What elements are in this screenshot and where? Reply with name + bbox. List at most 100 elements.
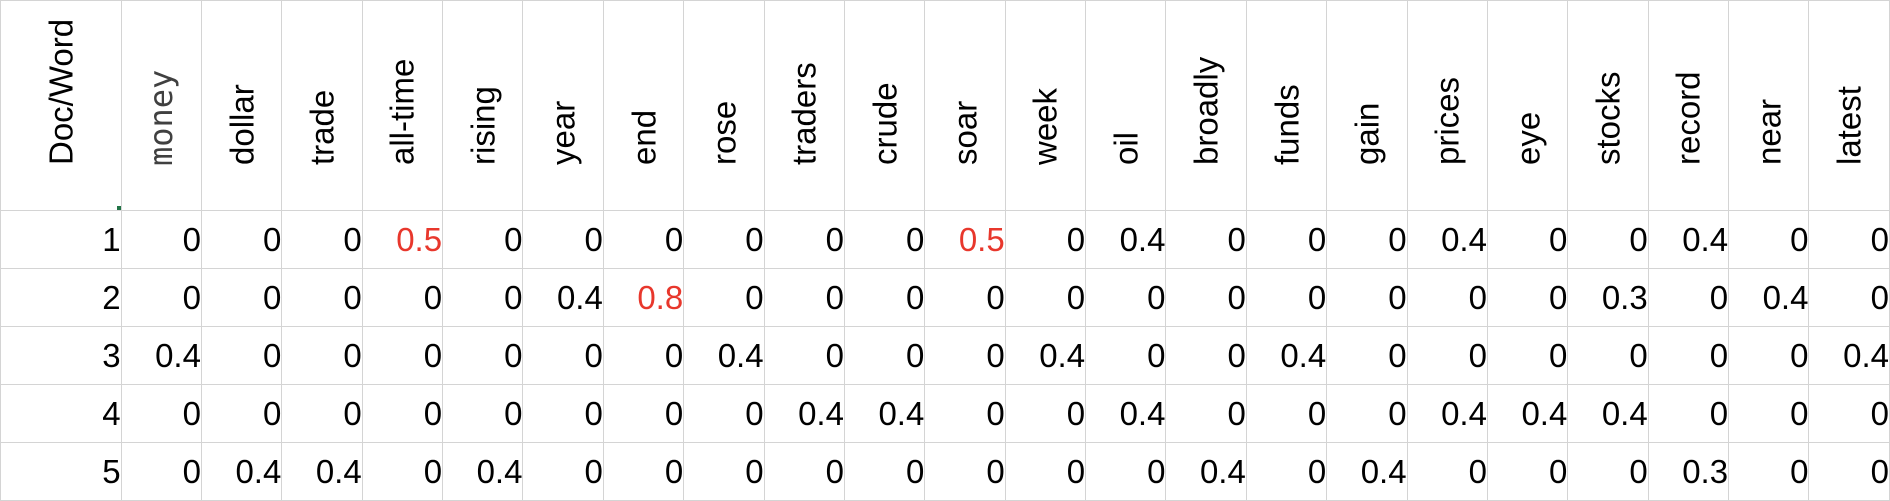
cell-all-time[interactable]: 0.5 bbox=[362, 211, 442, 269]
cell-dollar[interactable]: 0 bbox=[201, 327, 281, 385]
cell-traders[interactable]: 0 bbox=[764, 211, 844, 269]
cell-latest[interactable]: 0 bbox=[1809, 385, 1890, 443]
cell-all-time[interactable]: 0 bbox=[362, 327, 442, 385]
cell-trade[interactable]: 0.4 bbox=[282, 443, 362, 501]
header-cell-year[interactable]: year bbox=[523, 1, 603, 211]
cell-eye[interactable]: 0 bbox=[1487, 269, 1567, 327]
cell-crude[interactable]: 0 bbox=[844, 269, 924, 327]
cell-trade[interactable]: 0 bbox=[282, 211, 362, 269]
cell-money[interactable]: 0 bbox=[121, 443, 201, 501]
cell-year[interactable]: 0 bbox=[523, 327, 603, 385]
cell-traders[interactable]: 0.4 bbox=[764, 385, 844, 443]
header-cell-end[interactable]: end bbox=[603, 1, 683, 211]
cell-latest[interactable]: 0 bbox=[1809, 443, 1890, 501]
cell-record[interactable]: 0.3 bbox=[1648, 443, 1728, 501]
cell-soar[interactable]: 0 bbox=[925, 327, 1005, 385]
header-cell-rising[interactable]: rising bbox=[443, 1, 523, 211]
header-cell-latest[interactable]: latest bbox=[1809, 1, 1890, 211]
cell-crude[interactable]: 0 bbox=[844, 327, 924, 385]
cell-all-time[interactable]: 0 bbox=[362, 443, 442, 501]
cell-trade[interactable]: 0 bbox=[282, 385, 362, 443]
header-cell-near[interactable]: near bbox=[1729, 1, 1809, 211]
cell-trade[interactable]: 0 bbox=[282, 327, 362, 385]
cell-end[interactable]: 0.8 bbox=[603, 269, 683, 327]
cell-corner-header[interactable]: Doc/Word bbox=[1, 1, 122, 211]
header-cell-dollar[interactable]: dollar bbox=[201, 1, 281, 211]
cell-record[interactable]: 0.4 bbox=[1648, 211, 1728, 269]
cell-all-time[interactable]: 0 bbox=[362, 269, 442, 327]
cell-funds[interactable]: 0 bbox=[1246, 211, 1326, 269]
cell-gain[interactable]: 0.4 bbox=[1327, 443, 1407, 501]
cell-money[interactable]: 0 bbox=[121, 211, 201, 269]
header-cell-money[interactable]: money bbox=[121, 1, 201, 211]
cell-near[interactable]: 0 bbox=[1729, 385, 1809, 443]
cell-gain[interactable]: 0 bbox=[1327, 327, 1407, 385]
cell-dollar[interactable]: 0 bbox=[201, 385, 281, 443]
cell-week[interactable]: 0 bbox=[1005, 385, 1085, 443]
header-cell-week[interactable]: week bbox=[1005, 1, 1085, 211]
cell-funds[interactable]: 0.4 bbox=[1246, 327, 1326, 385]
cell-end[interactable]: 0 bbox=[603, 327, 683, 385]
cell-rising[interactable]: 0 bbox=[443, 269, 523, 327]
cell-broadly[interactable]: 0 bbox=[1166, 327, 1246, 385]
cell-eye[interactable]: 0.4 bbox=[1487, 385, 1567, 443]
cell-latest[interactable]: 0 bbox=[1809, 269, 1890, 327]
cell-latest[interactable]: 0.4 bbox=[1809, 327, 1890, 385]
header-cell-rose[interactable]: rose bbox=[684, 1, 764, 211]
cell-near[interactable]: 0 bbox=[1729, 211, 1809, 269]
header-cell-stocks[interactable]: stocks bbox=[1568, 1, 1648, 211]
header-cell-broadly[interactable]: broadly bbox=[1166, 1, 1246, 211]
row-doc-id[interactable]: 5 bbox=[1, 443, 122, 501]
cell-prices[interactable]: 0.4 bbox=[1407, 385, 1487, 443]
cell-week[interactable]: 0.4 bbox=[1005, 327, 1085, 385]
cell-near[interactable]: 0.4 bbox=[1729, 269, 1809, 327]
cell-rising[interactable]: 0 bbox=[443, 327, 523, 385]
cell-eye[interactable]: 0 bbox=[1487, 211, 1567, 269]
cell-stocks[interactable]: 0.4 bbox=[1568, 385, 1648, 443]
header-cell-all-time[interactable]: all-time bbox=[362, 1, 442, 211]
row-doc-id[interactable]: 3 bbox=[1, 327, 122, 385]
cell-rose[interactable]: 0 bbox=[684, 211, 764, 269]
header-cell-eye[interactable]: eye bbox=[1487, 1, 1567, 211]
header-cell-crude[interactable]: crude bbox=[844, 1, 924, 211]
cell-dollar[interactable]: 0 bbox=[201, 211, 281, 269]
cell-broadly[interactable]: 0 bbox=[1166, 385, 1246, 443]
row-doc-id[interactable]: 4 bbox=[1, 385, 122, 443]
cell-year[interactable]: 0 bbox=[523, 443, 603, 501]
cell-eye[interactable]: 0 bbox=[1487, 443, 1567, 501]
cell-prices[interactable]: 0.4 bbox=[1407, 211, 1487, 269]
cell-dollar[interactable]: 0.4 bbox=[201, 443, 281, 501]
cell-stocks[interactable]: 0 bbox=[1568, 211, 1648, 269]
cell-record[interactable]: 0 bbox=[1648, 385, 1728, 443]
cell-all-time[interactable]: 0 bbox=[362, 385, 442, 443]
header-cell-trade[interactable]: trade bbox=[282, 1, 362, 211]
cell-soar[interactable]: 0.5 bbox=[925, 211, 1005, 269]
cell-week[interactable]: 0 bbox=[1005, 269, 1085, 327]
cell-stocks[interactable]: 0 bbox=[1568, 327, 1648, 385]
cell-year[interactable]: 0 bbox=[523, 211, 603, 269]
cell-oil[interactable]: 0 bbox=[1086, 269, 1166, 327]
header-cell-funds[interactable]: funds bbox=[1246, 1, 1326, 211]
cell-funds[interactable]: 0 bbox=[1246, 443, 1326, 501]
cell-year[interactable]: 0.4 bbox=[523, 269, 603, 327]
cell-funds[interactable]: 0 bbox=[1246, 385, 1326, 443]
cell-record[interactable]: 0 bbox=[1648, 327, 1728, 385]
row-doc-id[interactable]: 2 bbox=[1, 269, 122, 327]
cell-soar[interactable]: 0 bbox=[925, 443, 1005, 501]
cell-stocks[interactable]: 0 bbox=[1568, 443, 1648, 501]
cell-money[interactable]: 0.4 bbox=[121, 327, 201, 385]
cell-oil[interactable]: 0.4 bbox=[1086, 385, 1166, 443]
cell-end[interactable]: 0 bbox=[603, 443, 683, 501]
header-cell-prices[interactable]: prices bbox=[1407, 1, 1487, 211]
header-cell-traders[interactable]: traders bbox=[764, 1, 844, 211]
cell-eye[interactable]: 0 bbox=[1487, 327, 1567, 385]
cell-stocks[interactable]: 0.3 bbox=[1568, 269, 1648, 327]
cell-funds[interactable]: 0 bbox=[1246, 269, 1326, 327]
cell-traders[interactable]: 0 bbox=[764, 269, 844, 327]
cell-oil[interactable]: 0 bbox=[1086, 327, 1166, 385]
cell-record[interactable]: 0 bbox=[1648, 269, 1728, 327]
cell-rose[interactable]: 0 bbox=[684, 385, 764, 443]
cell-crude[interactable]: 0.4 bbox=[844, 385, 924, 443]
cell-soar[interactable]: 0 bbox=[925, 385, 1005, 443]
cell-gain[interactable]: 0 bbox=[1327, 385, 1407, 443]
